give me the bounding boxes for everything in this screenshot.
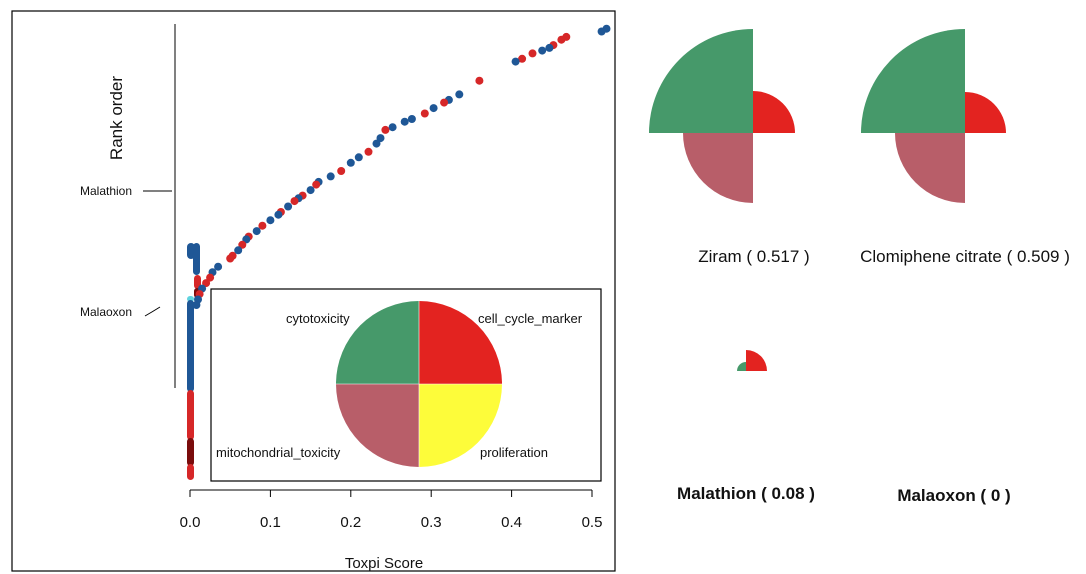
scatter-point bbox=[258, 221, 267, 230]
scatter-point bbox=[440, 98, 449, 107]
malathion-pie-label: Malathion ( 0.08 ) bbox=[677, 484, 815, 503]
x-tick-label: 0.0 bbox=[180, 514, 201, 531]
y-axis-label: Rank order bbox=[107, 76, 126, 160]
scatter-point bbox=[545, 43, 554, 52]
scatter-point bbox=[290, 197, 299, 206]
legend-pie bbox=[336, 301, 502, 467]
scatter-point bbox=[538, 46, 547, 55]
scatter-point bbox=[475, 76, 484, 85]
scatter-point bbox=[364, 147, 373, 156]
scatter-point bbox=[234, 246, 243, 255]
scatter-point bbox=[518, 54, 527, 63]
legend-label-prolif: proliferation bbox=[480, 445, 548, 460]
scatter-point bbox=[420, 109, 429, 118]
x-tick-label: 0.1 bbox=[260, 514, 281, 531]
scatter-point bbox=[346, 158, 355, 167]
ziram-slice-cytotoxicity bbox=[649, 29, 753, 133]
malathion-annotation: Malathion bbox=[80, 184, 132, 198]
plot-frame bbox=[11, 10, 616, 572]
x-tick-label: 0.5 bbox=[582, 514, 603, 531]
malathion-slice-cytotoxicity bbox=[737, 362, 746, 371]
malathion-slice-cell-cycle bbox=[746, 350, 767, 371]
column-segment bbox=[187, 300, 194, 392]
malaoxon-annotation: Malaoxon bbox=[80, 305, 132, 319]
scatter-point bbox=[306, 186, 315, 195]
ziram-slice-cell-cycle bbox=[753, 91, 795, 133]
scatter-points bbox=[192, 24, 611, 309]
clomiphene-slice-cell-cycle bbox=[965, 92, 1006, 133]
scatter-point bbox=[266, 216, 275, 225]
scatter-point bbox=[597, 27, 606, 36]
scatter-point bbox=[376, 134, 385, 143]
scatter-point bbox=[511, 57, 520, 66]
pie-ziram bbox=[649, 29, 795, 203]
legend-label-cell-cycle: cell_cycle_marker bbox=[478, 311, 583, 326]
scatter-point bbox=[206, 273, 215, 282]
pie-clomiphene bbox=[861, 29, 1006, 203]
x-tick-label: 0.2 bbox=[340, 514, 361, 531]
scatter-point bbox=[202, 279, 211, 288]
scatter-point bbox=[557, 35, 566, 44]
scatter-point bbox=[312, 180, 321, 189]
scatter-point bbox=[214, 262, 223, 271]
column-segment bbox=[187, 390, 194, 440]
scatter-point bbox=[407, 115, 416, 123]
zero-score-column bbox=[187, 243, 201, 480]
scatter-point bbox=[528, 49, 537, 58]
legend-slice-cell-cycle bbox=[419, 301, 502, 384]
scatter-point bbox=[284, 202, 293, 211]
column-segment bbox=[193, 243, 200, 275]
x-tick-label: 0.3 bbox=[421, 514, 442, 531]
ziram-label: Ziram ( 0.517 ) bbox=[698, 247, 809, 266]
scatter-point bbox=[252, 227, 261, 236]
scatter-point bbox=[226, 254, 235, 263]
scatter-point bbox=[388, 123, 397, 132]
column-segment bbox=[187, 464, 194, 480]
pie-malathion bbox=[737, 350, 767, 371]
malaoxon-pie-label: Malaoxon ( 0 ) bbox=[897, 486, 1010, 505]
column-segment bbox=[194, 275, 201, 289]
clomiphene-slice-cytotoxicity bbox=[861, 29, 965, 133]
clomiphene-slice-mito bbox=[895, 133, 965, 203]
x-axis: 0.0 0.1 0.2 0.3 0.4 0.5 bbox=[180, 489, 603, 531]
column-segment bbox=[187, 438, 194, 466]
scatter-point bbox=[354, 153, 363, 162]
scatter-point bbox=[274, 210, 283, 219]
x-tick-label: 0.4 bbox=[501, 514, 522, 531]
clomiphene-label: Clomiphene citrate ( 0.509 ) bbox=[860, 247, 1070, 266]
scatter-point bbox=[238, 240, 247, 249]
scatter-point bbox=[192, 301, 201, 309]
legend-slice-cytotoxicity bbox=[336, 301, 419, 384]
scatter-point bbox=[326, 172, 335, 181]
legend-slice-mito bbox=[336, 384, 419, 467]
ziram-slice-mito bbox=[683, 133, 753, 203]
legend-label-mito: mitochondrial_toxicity bbox=[216, 445, 341, 460]
scatter-point bbox=[337, 167, 346, 175]
scatter-point bbox=[372, 139, 381, 148]
legend-label-cytotoxicity: cytotoxicity bbox=[286, 311, 350, 326]
scatter-point bbox=[429, 104, 438, 113]
malaoxon-pointer bbox=[144, 306, 161, 317]
scatter-point bbox=[400, 117, 409, 126]
x-axis-label: Toxpi Score bbox=[345, 555, 423, 572]
scatter-point bbox=[381, 125, 390, 134]
legend-slice-prolif bbox=[419, 384, 502, 467]
scatter-point bbox=[455, 90, 464, 99]
